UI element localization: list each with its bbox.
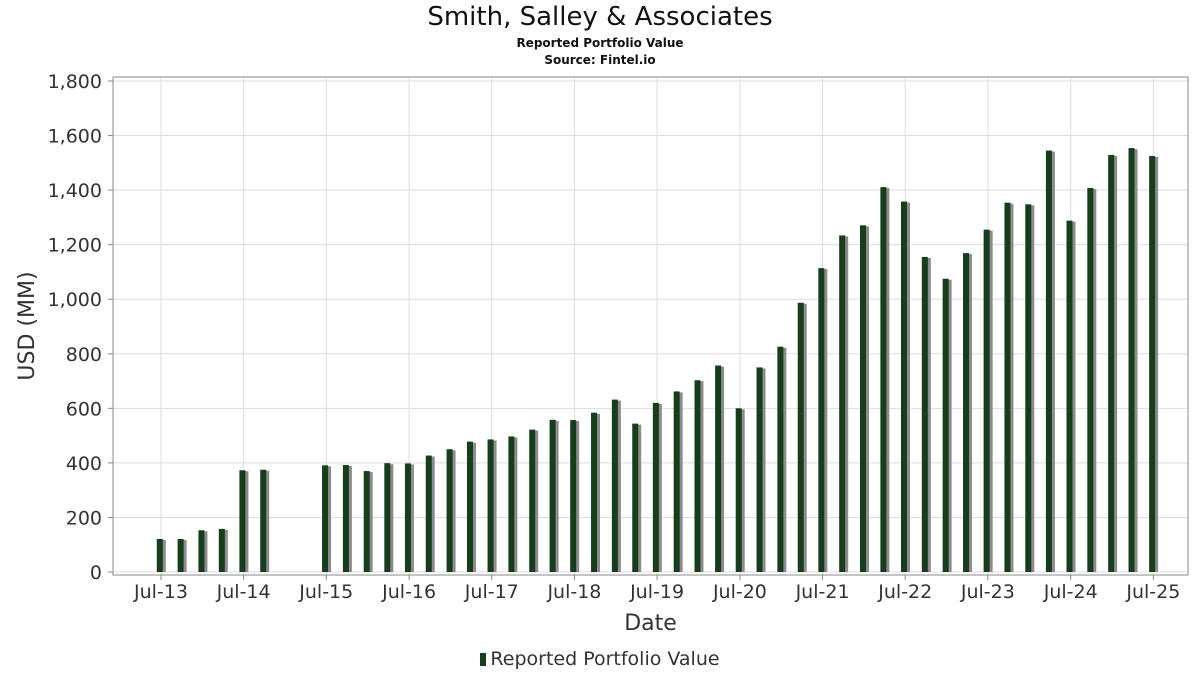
y-tick-label: 0 (90, 562, 102, 584)
bar (797, 302, 804, 572)
bar (342, 465, 349, 572)
y-axis-title: USD (MM) (15, 271, 40, 380)
y-tick-label: 200 (66, 507, 102, 529)
bar (818, 268, 825, 572)
y-tick-label: 600 (66, 398, 102, 420)
y-tick-label: 1,200 (48, 235, 102, 257)
x-tick-label: Jul-20 (712, 581, 767, 603)
bar (529, 429, 536, 572)
bar (715, 365, 722, 572)
x-tick-label: Jul-17 (464, 581, 519, 603)
bar (177, 538, 184, 572)
bar (756, 367, 763, 572)
bar (652, 402, 659, 572)
y-tick-label: 1,800 (48, 71, 102, 93)
bar (839, 235, 846, 573)
bar (632, 423, 639, 572)
chart-source: Source: Fintel.io (544, 53, 656, 67)
bar (384, 463, 391, 572)
bar (446, 449, 453, 572)
bar (549, 419, 556, 572)
bar (1108, 154, 1115, 572)
x-tick-label: Jul-18 (546, 581, 601, 603)
x-tick-label: Jul-13 (133, 581, 188, 603)
bar (860, 225, 867, 572)
bar (673, 391, 680, 572)
bar (777, 346, 784, 572)
x-tick-label: Jul-19 (629, 581, 684, 603)
bar (322, 465, 329, 572)
bar (487, 439, 494, 572)
bar (425, 455, 432, 572)
bar (570, 420, 577, 572)
bar (1128, 148, 1135, 572)
bar (1045, 150, 1052, 572)
bar (1004, 202, 1011, 573)
y-tick-label: 400 (66, 453, 102, 475)
x-tick-label: Jul-25 (1125, 581, 1180, 603)
bar (983, 229, 990, 573)
bar (1087, 187, 1094, 572)
plot-frame (112, 76, 1189, 576)
bar (218, 528, 225, 572)
bar (880, 187, 887, 573)
x-tick-label: Jul-15 (298, 581, 353, 603)
bar (900, 201, 907, 572)
bar (735, 408, 742, 572)
bar (591, 412, 598, 572)
bar (611, 399, 618, 572)
bar (963, 253, 970, 572)
bar (260, 469, 267, 572)
bar (198, 530, 205, 572)
x-tick-label: Jul-23 (960, 581, 1015, 603)
x-axis-title: Date (624, 611, 677, 636)
x-tick-label: Jul-21 (795, 581, 850, 603)
y-tick-label: 800 (66, 344, 102, 366)
bar (363, 471, 370, 572)
chart-legend: Reported Portfolio Value (0, 648, 1200, 670)
x-tick-label: Jul-24 (1043, 581, 1098, 603)
legend-label: Reported Portfolio Value (490, 648, 720, 670)
y-tick-label: 1,600 (48, 126, 102, 148)
bar (694, 380, 701, 572)
x-tick-label: Jul-22 (877, 581, 932, 603)
bar (921, 256, 928, 572)
x-tick-label: Jul-14 (216, 581, 271, 603)
bar (1149, 156, 1156, 572)
bar (239, 470, 246, 572)
legend-swatch (480, 653, 487, 666)
x-tick-label: Jul-16 (381, 581, 436, 603)
bar (1025, 204, 1032, 572)
bar (942, 278, 949, 572)
bar (404, 463, 411, 572)
bar (1066, 220, 1073, 572)
y-tick-label: 1,000 (48, 289, 102, 311)
bar (156, 538, 163, 572)
bar (508, 436, 515, 572)
chart-subtitle: Reported Portfolio Value (516, 36, 684, 50)
bar (466, 441, 473, 572)
chart-title: Smith, Salley & Associates (427, 2, 773, 32)
y-tick-label: 1,400 (48, 180, 102, 202)
